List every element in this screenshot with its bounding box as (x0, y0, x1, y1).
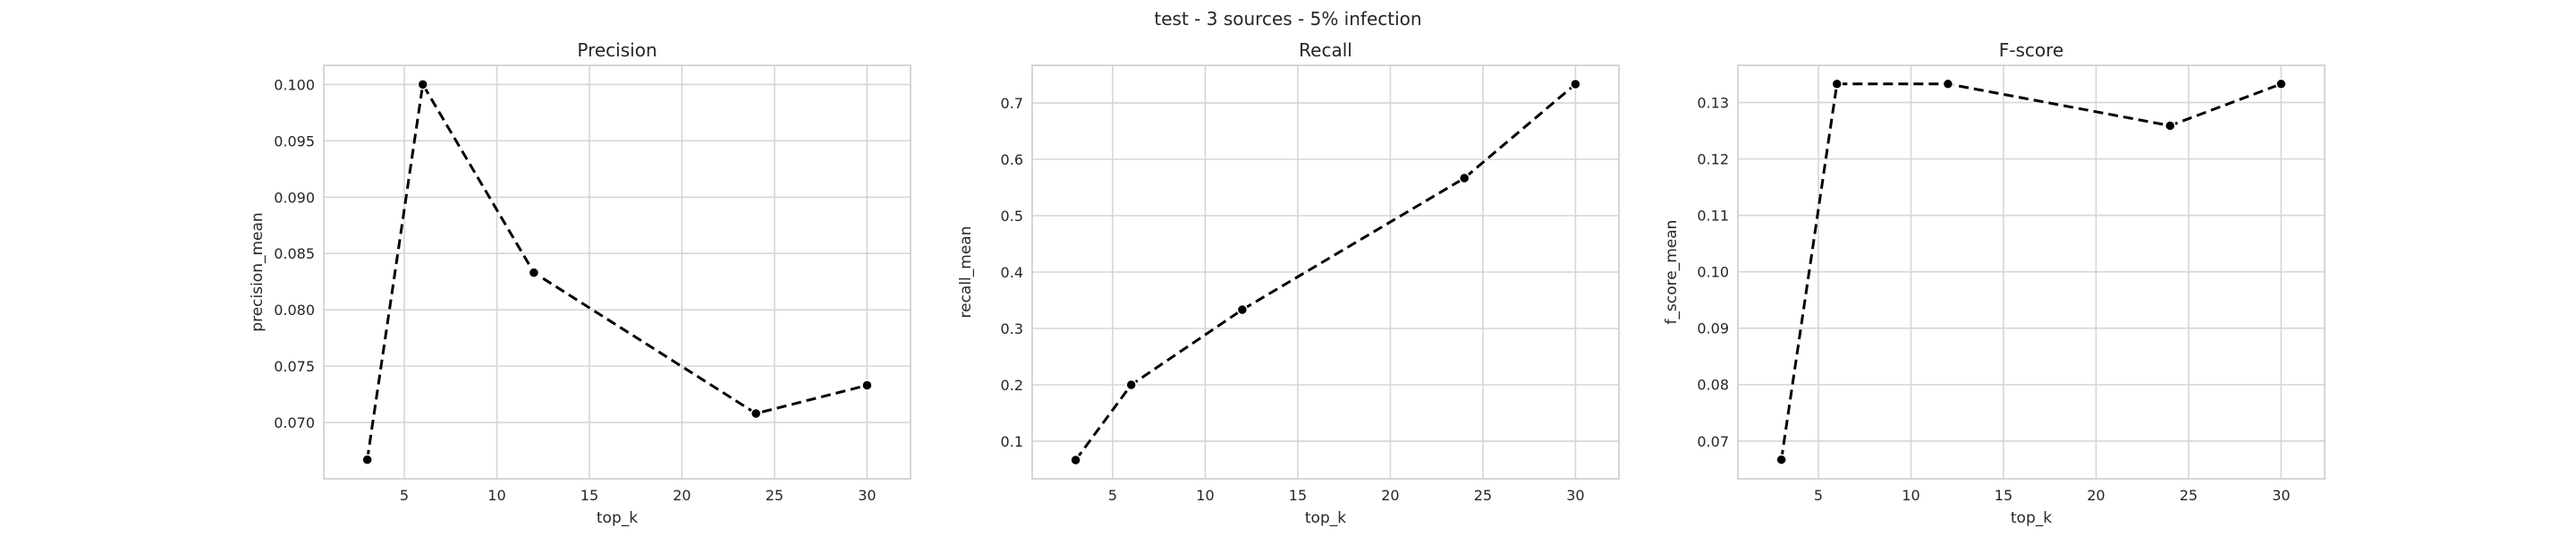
x-tick-label: 5 (1108, 487, 1117, 504)
data-point (1458, 172, 1470, 184)
subplot-recall: 5 10 15 20 25 30 0.1 0.2 0.3 0.4 0.5 0.6 0.7 Recall to… (957, 39, 1620, 527)
y-tick-label: 0.07 (1697, 433, 1729, 450)
y-tick-label: 0.100 (274, 76, 315, 93)
y-tick-label: 0.5 (1001, 208, 1023, 225)
data-point (1570, 78, 1581, 90)
axes-frame (323, 64, 911, 480)
data-point (2164, 120, 2176, 132)
data-point (1831, 78, 1843, 90)
y-tick-label: 0.1 (1001, 433, 1023, 450)
y-tick-label: 0.095 (274, 132, 315, 149)
data-point (1125, 379, 1137, 391)
data-point (417, 79, 428, 90)
x-tick-label: 20 (1381, 487, 1399, 504)
subplot-title: F-score (1999, 39, 2063, 61)
y-tick-label: 0.090 (274, 189, 315, 206)
x-tick-label: 30 (858, 487, 876, 504)
y-tick-label: 0.080 (274, 302, 315, 319)
y-tick-label: 0.2 (1001, 377, 1023, 394)
y-tick-label: 0.10 (1697, 264, 1729, 281)
x-tick-label: 5 (400, 487, 409, 504)
y-tick-label: 0.085 (274, 245, 315, 262)
y-tick-label: 0.3 (1001, 320, 1023, 337)
y-tick-label: 0.13 (1697, 95, 1729, 112)
x-tick-label: 10 (1196, 487, 1214, 504)
x-tick-label: 10 (1902, 487, 1919, 504)
y-axis-label: recall_mean (957, 226, 975, 319)
x-tick-label: 25 (1474, 487, 1492, 504)
data-point (1070, 454, 1081, 466)
data-point (2275, 78, 2287, 90)
data-point (750, 407, 762, 420)
data-point (1775, 454, 1787, 465)
x-tick-label: 20 (2087, 487, 2105, 504)
figure-title: test - 3 sources - 5% infection (1154, 8, 1421, 30)
axes-frame (1737, 64, 2326, 480)
subplot-f-score: 5 10 15 20 25 30 0.07 0.08 0.09 0.10 0.11 0.12 0.13 F… (1663, 39, 2326, 527)
x-tick-label: 10 (487, 487, 505, 504)
x-tick-label: 30 (2272, 487, 2290, 504)
data-point (861, 379, 873, 391)
y-tick-label: 0.075 (274, 358, 315, 375)
y-tick-label: 0.11 (1697, 208, 1729, 225)
x-tick-label: 25 (766, 487, 784, 504)
subplot-title: Precision (577, 39, 657, 61)
x-tick-label: 30 (1566, 487, 1584, 504)
subplot-title: Recall (1299, 39, 1352, 61)
x-tick-label: 5 (1814, 487, 1823, 504)
data-point (528, 267, 540, 278)
y-tick-label: 0.4 (1001, 264, 1023, 281)
y-tick-label: 0.7 (1001, 95, 1023, 112)
x-tick-label: 20 (673, 487, 691, 504)
subplots-container: 5 10 15 20 25 300.0700.0750.0800.0850.0900.09… (249, 39, 2326, 527)
data-point (361, 454, 373, 465)
data-point (1236, 303, 1249, 316)
axes-frame (1031, 64, 1620, 480)
data-point (1942, 78, 1954, 90)
x-tick-label: 15 (1289, 487, 1307, 504)
y-tick-label: 0.09 (1697, 320, 1729, 337)
x-axis-label: top_k (597, 509, 638, 527)
subplot-precision: 5 10 15 20 25 30 0.070 0.075 0.080 0.085 0.090 0.09… (249, 39, 911, 527)
y-tick-label: 0.6 (1001, 151, 1023, 168)
series-line (1074, 82, 1577, 461)
y-axis-label: precision_mean (249, 212, 267, 331)
x-axis-label: top_k (1305, 509, 1346, 527)
x-tick-label: 15 (580, 487, 598, 504)
y-axis-label: f_score_mean (1663, 220, 1681, 325)
y-tick-label: 0.12 (1697, 151, 1729, 168)
x-axis-label: top_k (2011, 509, 2052, 527)
x-tick-label: 15 (1995, 487, 2012, 504)
y-tick-label: 0.070 (274, 414, 315, 431)
y-tick-label: 0.08 (1697, 377, 1729, 394)
x-tick-label: 25 (2180, 487, 2198, 504)
